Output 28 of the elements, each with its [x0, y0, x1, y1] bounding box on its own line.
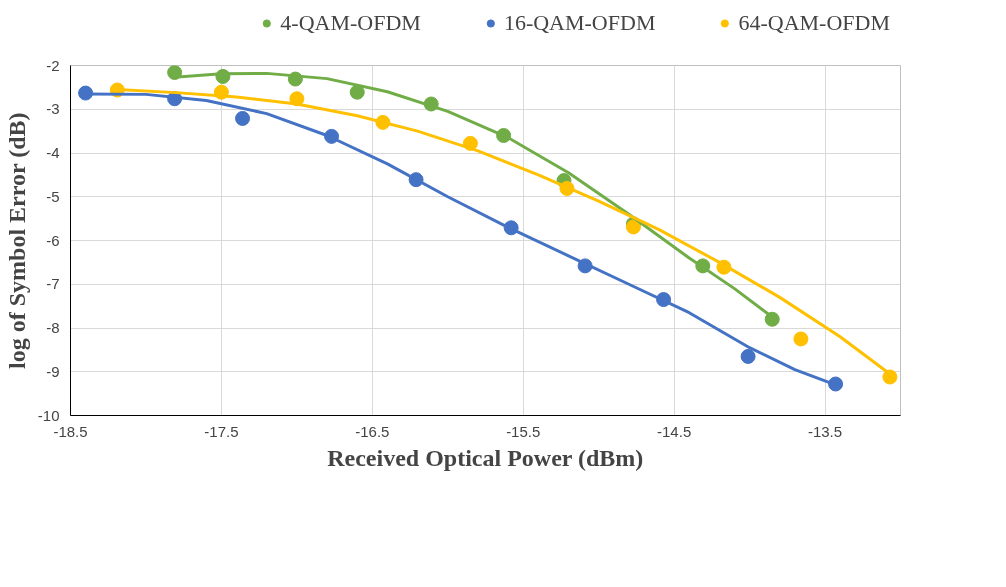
y-tick-label: -10 — [37, 406, 60, 424]
y-tick-label: -7 — [46, 275, 60, 293]
y-tick-label: -9 — [46, 362, 60, 380]
point — [764, 311, 780, 327]
y-tick-label: -4 — [46, 144, 60, 161]
x-tick-label: -13.5 — [807, 422, 843, 440]
legend-label: 64-QAM-OFDM — [738, 10, 890, 36]
x-tick-label: -14.5 — [657, 422, 692, 440]
legend-label: 16-QAM-OFDM — [503, 10, 656, 36]
y-tick-label: -3 — [46, 100, 60, 118]
point — [167, 65, 183, 80]
x-axis-title: Received Optical Power (dBm) — [327, 444, 644, 471]
point — [78, 85, 94, 101]
y-tick-label: -8 — [46, 319, 60, 336]
x-tick-label: -18.5 — [53, 422, 88, 440]
point — [235, 110, 251, 126]
point — [740, 348, 756, 364]
y-tick-label: -5 — [46, 187, 60, 205]
point — [349, 84, 365, 100]
x-tick-label: -15.5 — [506, 422, 541, 440]
x-tick-label: -17.5 — [204, 422, 239, 440]
point — [882, 369, 898, 385]
x-tick-label: -16.5 — [355, 422, 390, 440]
legend-label: 4-QAM-OFDM — [280, 10, 421, 36]
y-axis-title: log of Symbol Error (dB) — [3, 112, 30, 369]
y-tick-label: -6 — [46, 231, 60, 249]
point — [793, 331, 809, 347]
y-tick-label: -2 — [46, 56, 60, 74]
